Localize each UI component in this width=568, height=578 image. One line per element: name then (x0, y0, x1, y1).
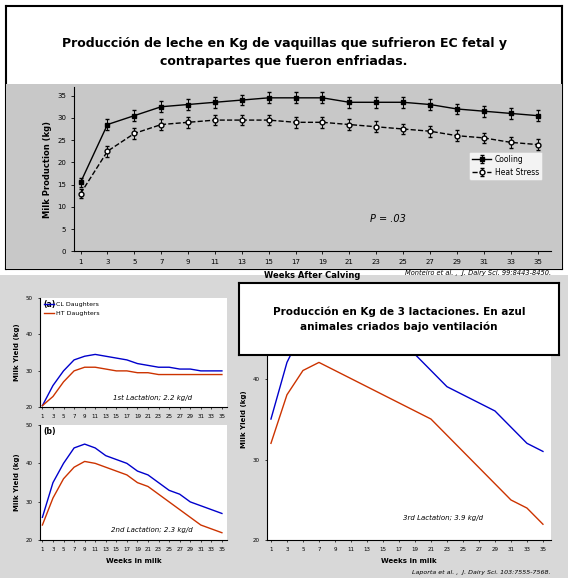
Y-axis label: Milk Yield (kg): Milk Yield (kg) (14, 454, 20, 512)
Text: (a): (a) (44, 300, 56, 309)
Text: Laporta et al. ,  J. Dairy Sci. 103:7555-7568.: Laporta et al. , J. Dairy Sci. 103:7555-… (412, 570, 551, 575)
Legend: Cooling, Heat Stress: Cooling, Heat Stress (469, 152, 542, 180)
Text: 3rd Lactation; 3.9 kg/d: 3rd Lactation; 3.9 kg/d (403, 515, 483, 521)
Text: 1st Lactation; 2.2 kg/d: 1st Lactation; 2.2 kg/d (112, 395, 192, 401)
Text: Producción en Kg de 3 lactaciones. En azul
animales criados bajo ventilación: Producción en Kg de 3 lactaciones. En az… (273, 307, 525, 332)
Y-axis label: Milk Yield (kg): Milk Yield (kg) (241, 390, 248, 448)
X-axis label: Weeks in milk: Weeks in milk (106, 558, 161, 564)
X-axis label: Weeks After Calving: Weeks After Calving (264, 271, 361, 280)
Text: (c): (c) (273, 302, 284, 312)
Y-axis label: Milk Production (kg): Milk Production (kg) (43, 121, 52, 217)
Text: 2nd Lactation; 2.3 kg/d: 2nd Lactation; 2.3 kg/d (111, 527, 193, 533)
Y-axis label: Milk Yield (kg): Milk Yield (kg) (14, 324, 20, 381)
Text: P = .03: P = .03 (370, 214, 406, 224)
Text: Monteiro et al. ,  J. Dairy Sci. 99:8443-8450.: Monteiro et al. , J. Dairy Sci. 99:8443-… (405, 270, 551, 276)
X-axis label: Weeks in milk: Weeks in milk (381, 558, 437, 564)
X-axis label: Weeks in milk: Weeks in milk (106, 425, 161, 431)
Legend: CL Daughters, HT Daughters: CL Daughters, HT Daughters (41, 299, 102, 318)
Text: Producción de leche en Kg de vaquillas que sufrieron EC fetal y
contrapartes que: Producción de leche en Kg de vaquillas q… (61, 38, 507, 68)
Text: (b): (b) (44, 427, 56, 436)
